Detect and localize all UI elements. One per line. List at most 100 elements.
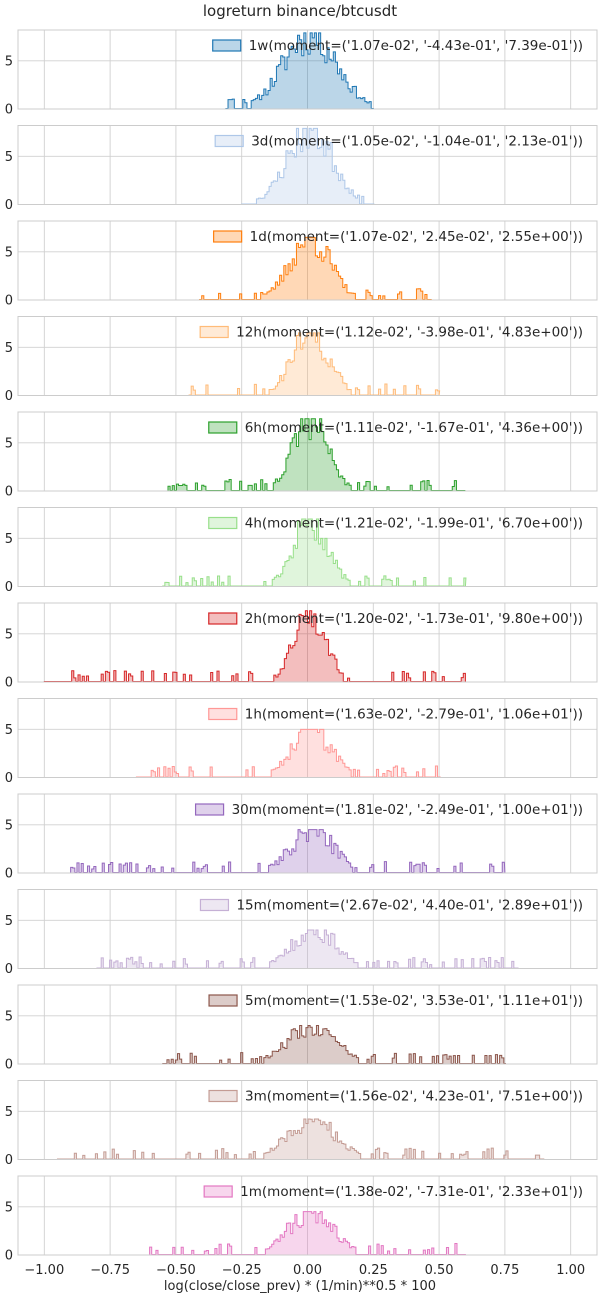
legend-swatch <box>208 994 238 1007</box>
y-tick-label: 0 <box>5 676 13 691</box>
histogram-bars <box>70 829 506 874</box>
y-tick-label: 0 <box>5 103 13 118</box>
y-tick-label: 0 <box>5 1058 13 1073</box>
panel-13: 0 5 1m(moment=('1.38e-02', '-7.31e-01', '2… <box>5 1175 598 1264</box>
axes-frame <box>17 1175 598 1256</box>
y-tick-label: 5 <box>5 54 13 69</box>
legend-label: 3m(moment=('1.56e-02', '4.23e-01', '7.51… <box>245 1089 583 1105</box>
axes-frame <box>17 125 598 205</box>
legend-swatch <box>199 325 229 339</box>
axes-frame <box>17 29 598 110</box>
panel-2: 0 5 3d(moment=('1.05e-02', '-1.04e-01', '2… <box>5 125 598 213</box>
chart-title: logreturn binance/btcusdt <box>202 2 398 20</box>
y-tick-label: 5 <box>5 1200 13 1215</box>
y-tick-label: 0 <box>5 485 13 500</box>
histogram-bars <box>96 929 519 969</box>
y-tick-label: 5 <box>5 150 13 165</box>
y-tick-label: 5 <box>5 532 13 547</box>
axes-frame <box>17 889 598 969</box>
axes-frame <box>17 220 598 301</box>
legend-swatch <box>208 421 238 434</box>
legend-swatch <box>208 612 238 625</box>
panel-5: 0 5 6h(moment=('1.11e-02', '-1.67e-01', '4… <box>5 411 598 500</box>
legend-swatch <box>203 1185 233 1198</box>
legend-label: 1d(moment=('1.07e-02', '2.45e-02', '2.55… <box>250 229 583 245</box>
histogram-bars <box>188 332 441 396</box>
panel-6: 0 5 4h(moment=('1.21e-02', '-1.99e-01', '6… <box>5 507 598 595</box>
legend-label: 1h(moment=('1.63e-02', '-2.79e-01', '1.0… <box>245 707 583 723</box>
histogram-bars <box>56 1118 546 1160</box>
x-axis-label: log(close/close_prev) * (1/min)**0.5 * 1… <box>163 1279 437 1294</box>
y-tick-label: 0 <box>5 867 13 882</box>
legend-swatch <box>194 803 225 816</box>
y-tick-label: 5 <box>5 914 13 929</box>
y-tick-label: 0 <box>5 1249 13 1264</box>
y-tick-label: 0 <box>5 1153 13 1168</box>
x-tick-label: 0.00 <box>293 1263 322 1278</box>
legend-swatch <box>208 516 238 530</box>
panel-7: 0 5 2h(moment=('1.20e-02', '-1.73e-01', '9… <box>5 602 598 691</box>
x-tick-label: 1.00 <box>556 1263 585 1278</box>
panel-3: 0 5 1d(moment=('1.07e-02', '2.45e-02', '2.… <box>5 220 598 309</box>
legend-swatch <box>213 230 243 243</box>
panel-10: 0 5 15m(moment=('2.67e-02', '4.40e-01', '2… <box>5 889 598 977</box>
x-tick-label: −0.25 <box>222 1263 262 1278</box>
histogram-bars <box>241 127 375 205</box>
axes-frame <box>17 602 598 683</box>
axes-frame <box>17 316 598 396</box>
histogram-bars <box>149 1211 466 1256</box>
panel-1: 0 5 1w(moment=('1.07e-02', '-4.43e-01', '7… <box>5 29 598 118</box>
panel-12: 0 5 3m(moment=('1.56e-02', '4.23e-01', '7.… <box>5 1080 598 1168</box>
x-tick-label: 0.75 <box>490 1263 519 1278</box>
y-tick-label: 5 <box>5 436 13 451</box>
legend-label: 4h(moment=('1.21e-02', '-1.99e-01', '6.7… <box>245 516 583 532</box>
panel-11: 0 5 5m(moment=('1.53e-02', '3.53e-01', '1.… <box>5 984 598 1073</box>
panel-9: 0 5 30m(moment=('1.81e-02', '-2.49e-01', '… <box>5 793 598 882</box>
x-tick-label: −0.50 <box>156 1263 196 1278</box>
axes-frame <box>17 984 598 1065</box>
legend-label: 2h(moment=('1.20e-02', '-1.73e-01', '9.8… <box>245 611 583 627</box>
histogram-bars <box>162 1024 507 1065</box>
legend-swatch <box>214 134 244 148</box>
x-tick-label: −0.75 <box>90 1263 130 1278</box>
y-tick-label: 5 <box>5 818 13 833</box>
y-tick-label: 0 <box>5 962 13 977</box>
legend-label: 6h(moment=('1.11e-02', '-1.67e-01', '4.3… <box>245 420 583 436</box>
y-tick-label: 0 <box>5 771 13 786</box>
legend-label: 1w(moment=('1.07e-02', '-4.43e-01', '7.3… <box>249 38 583 54</box>
y-tick-label: 0 <box>5 389 13 404</box>
legend-swatch <box>208 1089 238 1103</box>
y-tick-label: 5 <box>5 1009 13 1024</box>
axes-frame <box>17 1080 598 1160</box>
y-tick-label: 5 <box>5 1105 13 1120</box>
legend-swatch <box>208 707 238 721</box>
axes-frame <box>17 507 598 587</box>
legend-swatch <box>212 39 242 52</box>
y-tick-label: 5 <box>5 245 13 260</box>
legend-label: 15m(moment=('2.67e-02', '4.40e-01', '2.8… <box>236 898 583 914</box>
y-tick-label: 5 <box>5 341 13 356</box>
legend-label: 12h(moment=('1.12e-02', '-3.98e-01', '4.… <box>236 325 583 341</box>
axes-frame <box>17 698 598 778</box>
x-tick-label: 0.25 <box>359 1263 388 1278</box>
legend-swatch <box>199 898 230 912</box>
histogram-bars <box>199 236 432 301</box>
legend-label: 1m(moment=('1.38e-02', '-7.31e-01', '2.3… <box>240 1184 583 1200</box>
legend-label: 5m(moment=('1.53e-02', '3.53e-01', '1.11… <box>245 993 583 1009</box>
x-tick-label: 0.50 <box>425 1263 454 1278</box>
panel-8: 0 5 1h(moment=('1.63e-02', '-2.79e-01', '1… <box>5 698 598 786</box>
panel-4: 0 5 12h(moment=('1.12e-02', '-3.98e-01', '… <box>5 316 598 404</box>
axes-frame <box>17 411 598 492</box>
y-tick-label: 5 <box>5 723 13 738</box>
y-tick-label: 0 <box>5 580 13 595</box>
legend-label: 3d(moment=('1.05e-02', '-1.04e-01', '2.1… <box>251 134 583 150</box>
y-tick-label: 0 <box>5 198 13 213</box>
y-tick-label: 5 <box>5 627 13 642</box>
axes-frame <box>17 793 598 874</box>
histogram-bars <box>225 32 374 110</box>
histogram-bars <box>135 728 441 778</box>
legend-label: 30m(moment=('1.81e-02', '-2.49e-01', '1.… <box>232 802 583 818</box>
x-tick-label: −1.00 <box>24 1263 64 1278</box>
y-tick-label: 0 <box>5 294 13 309</box>
